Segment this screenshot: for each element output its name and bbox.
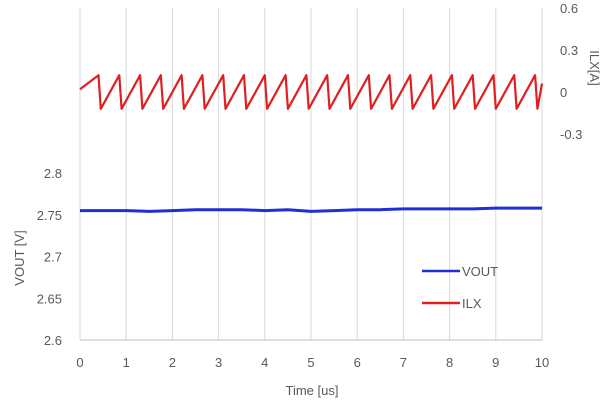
x-tick-label-0: 0 bbox=[76, 355, 83, 370]
right-tick-label-3: 0.6 bbox=[560, 1, 578, 16]
legend-label-ilx: ILX bbox=[462, 296, 482, 311]
x-tick-label-5: 5 bbox=[307, 355, 314, 370]
x-tick-label-3: 3 bbox=[215, 355, 222, 370]
legend-label-vout: VOUT bbox=[462, 264, 498, 279]
x-tick-label-6: 6 bbox=[354, 355, 361, 370]
series-line-ilx bbox=[79, 74, 544, 110]
left-tick-label-4: 2.8 bbox=[44, 166, 62, 181]
right-axis-ticks: -0.3 0 0.3 0.6 bbox=[560, 1, 582, 142]
x-tick-label-10: 10 bbox=[535, 355, 549, 370]
right-tick-label-1: 0 bbox=[560, 85, 567, 100]
x-tick-label-7: 7 bbox=[400, 355, 407, 370]
x-tick-label-4: 4 bbox=[261, 355, 268, 370]
left-tick-label-1: 2.65 bbox=[37, 291, 62, 306]
legend: VOUT ILX bbox=[422, 264, 498, 311]
left-tick-label-2: 2.7 bbox=[44, 250, 62, 265]
x-tick-label-1: 1 bbox=[123, 355, 130, 370]
x-axis-ticks: 0 1 2 3 4 5 6 7 8 9 10 bbox=[76, 355, 549, 370]
x-axis-title: Time [us] bbox=[286, 383, 339, 398]
x-tick-label-8: 8 bbox=[446, 355, 453, 370]
right-axis-title: ILX[A] bbox=[587, 50, 602, 85]
x-tick-label-9: 9 bbox=[492, 355, 499, 370]
x-tick-label-2: 2 bbox=[169, 355, 176, 370]
right-tick-label-2: 0.3 bbox=[560, 43, 578, 58]
left-tick-label-0: 2.6 bbox=[44, 333, 62, 348]
series-line-vout bbox=[80, 206, 542, 213]
grid bbox=[79, 8, 543, 341]
plot-area bbox=[79, 74, 544, 213]
left-axis-ticks: 2.6 2.65 2.7 2.75 2.8 bbox=[37, 166, 62, 348]
left-axis-title: VOUT [V] bbox=[12, 230, 27, 285]
right-tick-label-0: -0.3 bbox=[560, 127, 582, 142]
left-tick-label-3: 2.75 bbox=[37, 208, 62, 223]
